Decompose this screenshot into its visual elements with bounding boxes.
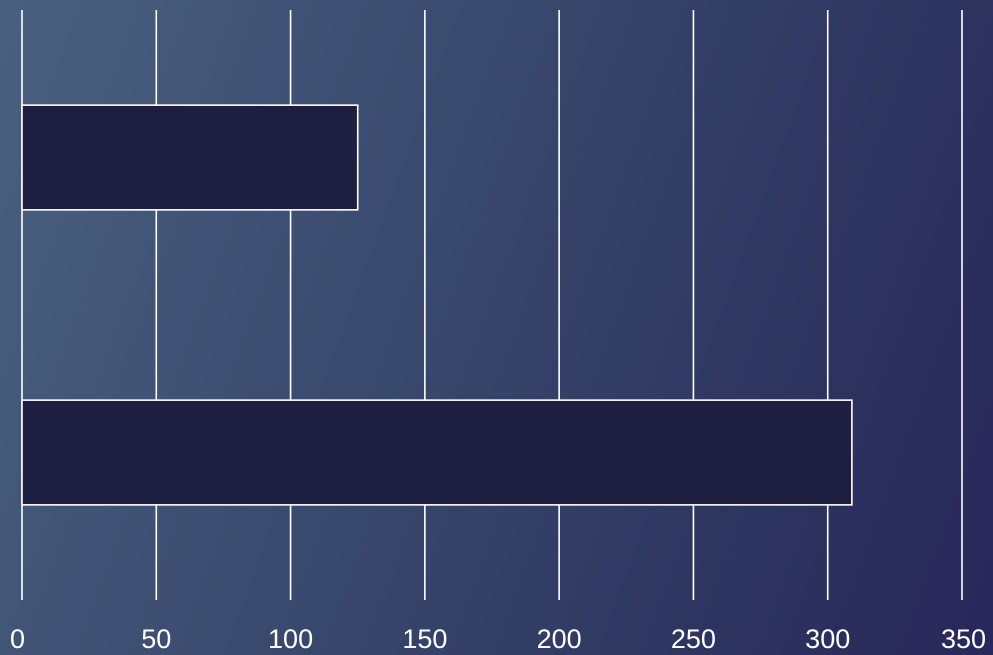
bar-1: [21, 104, 359, 211]
bar-2: [21, 399, 853, 506]
x-tick-label-0: 0: [10, 624, 25, 654]
x-tick-label-200: 200: [537, 624, 582, 654]
x-tick-label-300: 300: [805, 624, 850, 654]
x-tick-label-250: 250: [671, 624, 716, 654]
gridlines: [21, 10, 963, 600]
bars: [21, 104, 853, 506]
x-tick-label-50: 50: [141, 624, 171, 654]
x-tick-label-150: 150: [402, 624, 447, 654]
x-axis-tick-labels: 0 50 100 150 200 250 300 350: [10, 624, 986, 654]
x-tick-label-100: 100: [268, 624, 313, 654]
x-tick-label-350: 350: [941, 624, 986, 654]
